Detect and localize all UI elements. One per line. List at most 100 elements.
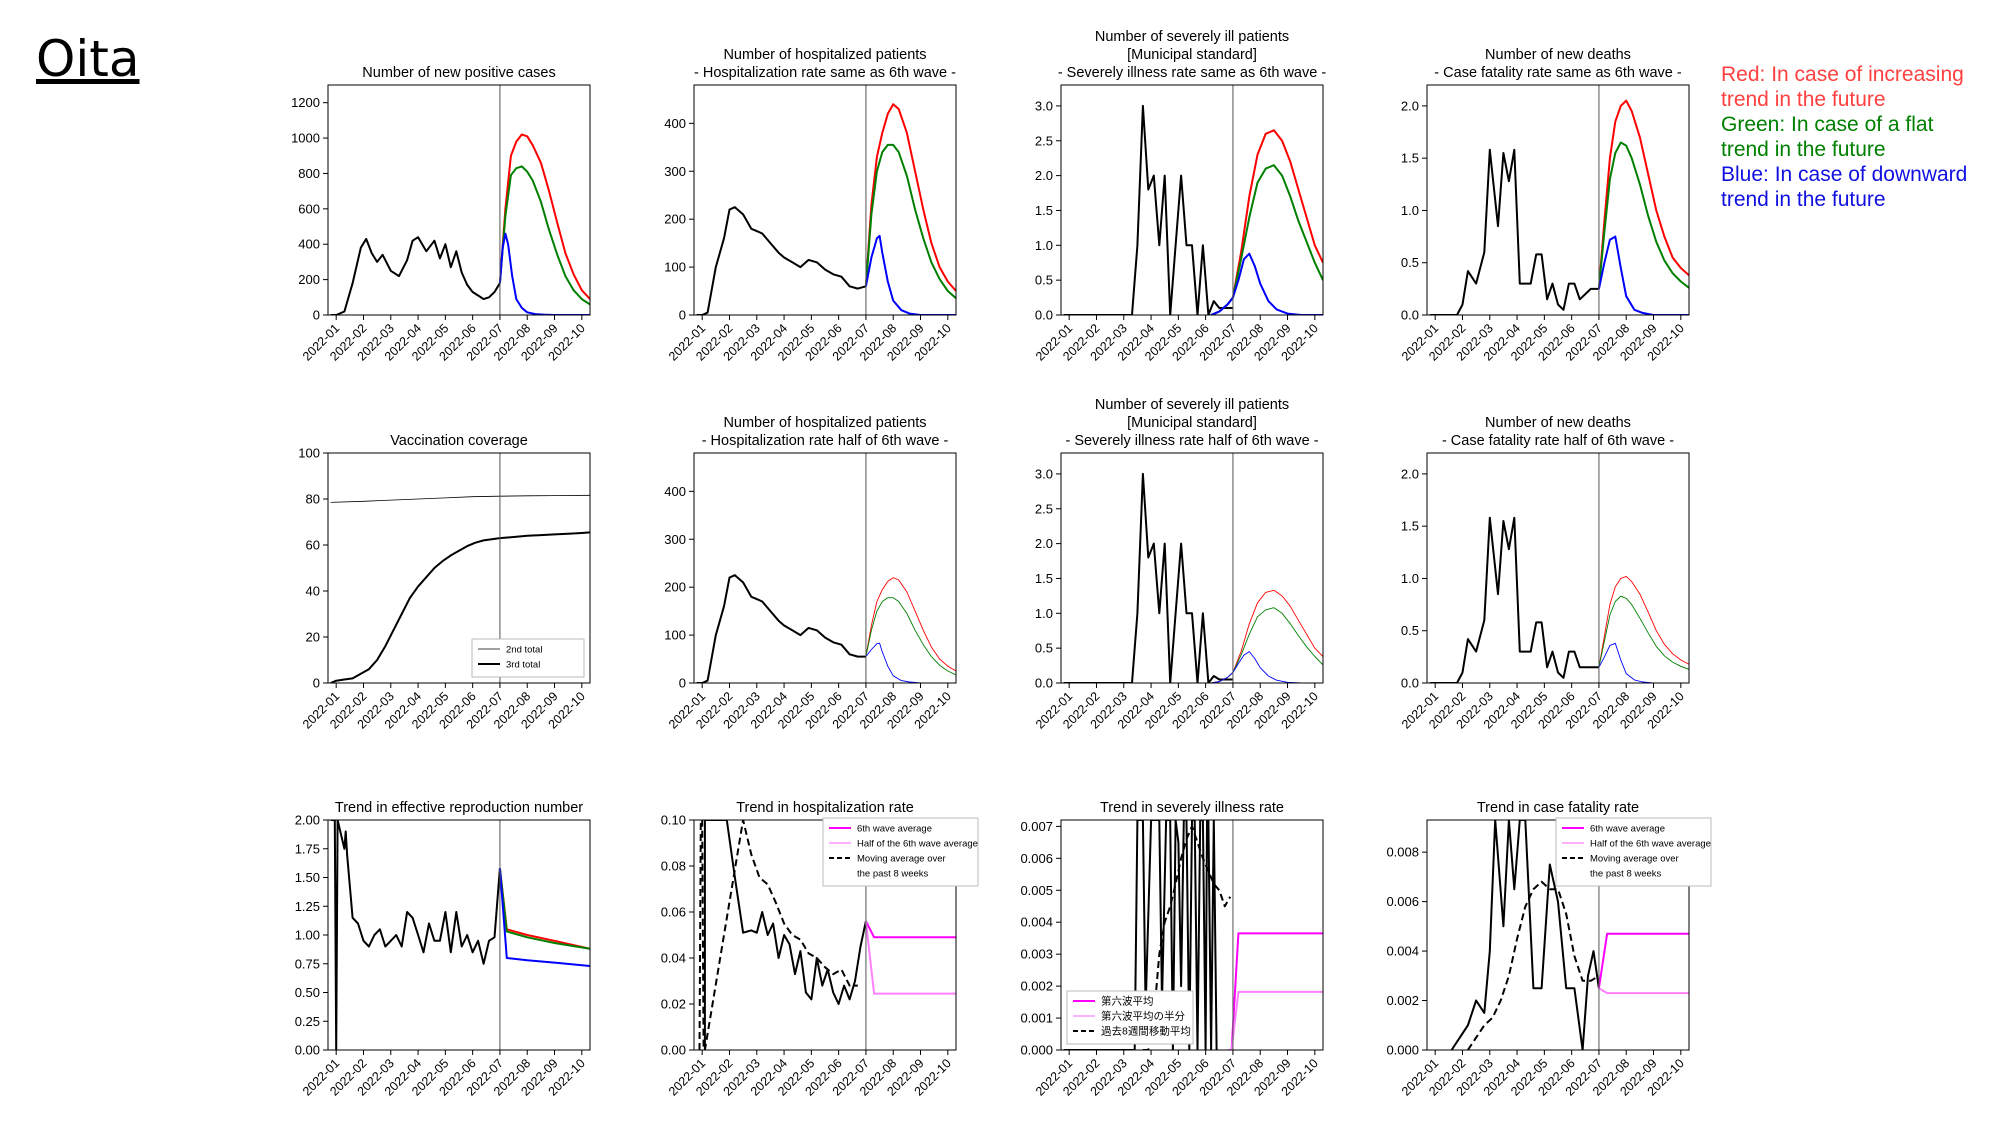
chart-hosp-half: Number of hospitalized patients - Hospita… — [664, 415, 957, 732]
series-down — [498, 868, 590, 967]
y-tick-label: 1.0 — [1035, 606, 1053, 621]
y-tick-label: 2.0 — [1401, 98, 1419, 113]
plot-frame — [1060, 819, 1324, 1051]
y-tick-label: 60 — [306, 538, 320, 553]
chart-title: Vaccination coverage — [390, 433, 528, 449]
series-observed — [1429, 516, 1599, 683]
note-line: Red: In case of increasing — [1721, 63, 1964, 86]
series-observed — [696, 206, 867, 315]
series-flat — [1211, 607, 1323, 683]
chart-title: Trend in hospitalization rate — [736, 800, 914, 816]
y-tick-label: 0.002 — [1386, 993, 1419, 1008]
y-tick-label: 0.000 — [1020, 1043, 1053, 1058]
chart-title: Number of new deaths — [1485, 47, 1631, 63]
series-flat — [498, 165, 590, 306]
y-tick-label: 1200 — [291, 95, 320, 110]
series-observed — [1063, 472, 1233, 683]
y-tick-label: 0.001 — [1020, 1011, 1053, 1026]
y-tick-label: 2.0 — [1401, 466, 1419, 481]
series-flat — [865, 597, 956, 676]
series-flat — [864, 143, 956, 299]
y-tick-label: 0 — [679, 308, 686, 323]
y-tick-label: 0.5 — [1035, 641, 1053, 656]
region-title: Oita — [36, 30, 140, 88]
note-line: Blue: In case of downward — [1721, 163, 1968, 186]
y-tick-label: 0 — [679, 676, 686, 691]
series-half6 — [864, 921, 956, 995]
y-tick-label: 0.02 — [661, 997, 686, 1012]
series-observed — [1063, 104, 1233, 315]
y-tick-label: 400 — [664, 116, 686, 131]
series-avg6 — [1597, 932, 1689, 989]
y-tick-label: 1.0 — [1035, 238, 1053, 253]
legend-label: 過去8週間移動平均 — [1101, 1025, 1191, 1038]
series-flat — [1598, 595, 1689, 670]
chart-title: Number of severely ill patients — [1095, 397, 1289, 413]
y-tick-label: 0.005 — [1020, 883, 1053, 898]
series-up — [498, 133, 590, 300]
chart-title: Number of new deaths — [1485, 415, 1631, 431]
y-tick-label: 600 — [298, 201, 320, 216]
legend-label: the past 8 weeks — [1590, 869, 1662, 880]
series-observed — [696, 574, 866, 683]
legend-label: 第六波平均の半分 — [1101, 1010, 1185, 1023]
y-tick-label: 0.0 — [1401, 676, 1419, 691]
series-moving — [1142, 825, 1232, 1050]
y-tick-label: 2.0 — [1035, 168, 1053, 183]
legend-label: 第六波平均 — [1101, 995, 1154, 1008]
series-2nd-total — [330, 494, 590, 503]
series-observed — [703, 820, 867, 1050]
y-tick-label: 2.00 — [295, 813, 320, 828]
y-tick-label: 20 — [306, 630, 320, 645]
series-observed — [330, 236, 501, 315]
scenario-color-note: Red: In case of increasing trend in the f… — [1721, 62, 1967, 212]
series-down — [1598, 642, 1689, 683]
series-observed — [1450, 820, 1600, 1050]
plot-frame — [1426, 452, 1690, 684]
series-avg6 — [865, 920, 956, 939]
note-line: trend in the future — [1721, 138, 1886, 161]
chart-cfr: Trend in case fatality rate 0.000 0.002 0.0… — [1386, 800, 1712, 1099]
y-tick-label: 0.75 — [295, 956, 320, 971]
y-tick-label: 0.004 — [1386, 944, 1419, 959]
series-observed — [1429, 148, 1599, 315]
y-tick-label: 0 — [313, 676, 320, 691]
series-half6 — [1598, 987, 1689, 995]
chart-title: - Severely illness rate same as 6th wave… — [1058, 65, 1327, 81]
y-tick-label: 80 — [306, 492, 320, 507]
y-tick-label: 100 — [298, 446, 320, 461]
y-tick-label: 1.0 — [1401, 203, 1419, 218]
y-tick-label: 0.04 — [661, 951, 686, 966]
series-up — [1211, 589, 1323, 683]
chart-title: Trend in severely illness rate — [1100, 800, 1284, 816]
legend-label: 3rd total — [506, 660, 540, 671]
y-tick-label: 2.5 — [1035, 133, 1053, 148]
series-flat — [1597, 141, 1689, 289]
chart-title: - Hospitalization rate half of 6th wave … — [702, 433, 949, 449]
y-tick-label: 0.007 — [1020, 819, 1053, 834]
plot-frame — [1060, 84, 1324, 316]
y-tick-label: 1.25 — [295, 899, 320, 914]
chart-severe-same: Number of severely ill patients [Municipa… — [1033, 29, 1326, 364]
note-line: Green: In case of a flat — [1721, 113, 1934, 136]
y-tick-label: 0.006 — [1386, 894, 1419, 909]
y-tick-label: 1.00 — [295, 928, 320, 943]
series-up — [498, 868, 590, 950]
chart-title: Trend in case fatality rate — [1477, 800, 1639, 816]
y-tick-label: 300 — [664, 164, 686, 179]
y-tick-label: 0.0 — [1035, 676, 1053, 691]
y-tick-label: 0.50 — [295, 985, 320, 1000]
series-down — [498, 232, 590, 315]
series-observed — [1063, 820, 1218, 1050]
y-tick-label: 2.5 — [1035, 501, 1053, 516]
y-tick-label: 0.5 — [1035, 273, 1053, 288]
y-tick-label: 1.50 — [295, 870, 320, 885]
y-tick-label: 0.0 — [1035, 308, 1053, 323]
legend-box — [1555, 817, 1712, 887]
series-half6 — [1227, 990, 1323, 1050]
series-down — [865, 642, 956, 683]
legend-label: the past 8 weeks — [857, 869, 929, 880]
legend-label: 6th wave average — [1590, 824, 1665, 835]
y-tick-label: 1.5 — [1401, 151, 1419, 166]
